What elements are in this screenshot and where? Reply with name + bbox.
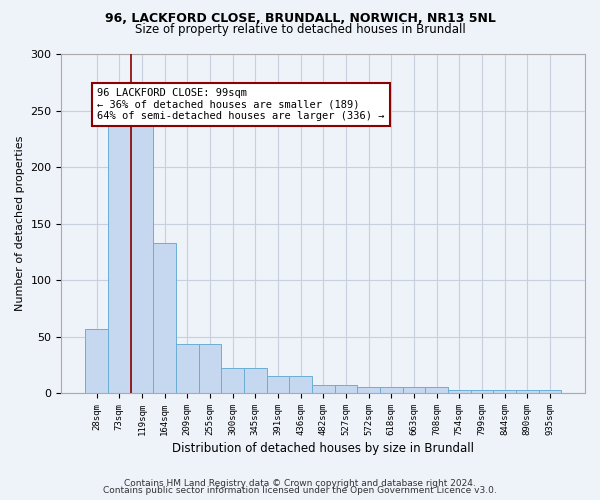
- Text: 96 LACKFORD CLOSE: 99sqm
← 36% of detached houses are smaller (189)
64% of semi-: 96 LACKFORD CLOSE: 99sqm ← 36% of detach…: [97, 88, 385, 121]
- Bar: [312, 385, 335, 393]
- X-axis label: Distribution of detached houses by size in Brundall: Distribution of detached houses by size …: [172, 442, 474, 455]
- Bar: [108, 120, 131, 393]
- Bar: [448, 390, 470, 393]
- Bar: [85, 328, 108, 393]
- Bar: [380, 388, 403, 393]
- Bar: [244, 368, 266, 393]
- Bar: [221, 368, 244, 393]
- Bar: [539, 390, 561, 393]
- Text: Size of property relative to detached houses in Brundall: Size of property relative to detached ho…: [134, 22, 466, 36]
- Text: Contains HM Land Registry data © Crown copyright and database right 2024.: Contains HM Land Registry data © Crown c…: [124, 478, 476, 488]
- Y-axis label: Number of detached properties: Number of detached properties: [15, 136, 25, 311]
- Bar: [335, 385, 357, 393]
- Bar: [131, 120, 153, 393]
- Bar: [357, 388, 380, 393]
- Bar: [403, 388, 425, 393]
- Bar: [176, 344, 199, 393]
- Bar: [425, 388, 448, 393]
- Bar: [493, 390, 516, 393]
- Bar: [199, 344, 221, 393]
- Bar: [516, 390, 539, 393]
- Bar: [153, 243, 176, 393]
- Bar: [470, 390, 493, 393]
- Bar: [266, 376, 289, 393]
- Text: 96, LACKFORD CLOSE, BRUNDALL, NORWICH, NR13 5NL: 96, LACKFORD CLOSE, BRUNDALL, NORWICH, N…: [104, 12, 496, 26]
- Bar: [289, 376, 312, 393]
- Text: Contains public sector information licensed under the Open Government Licence v3: Contains public sector information licen…: [103, 486, 497, 495]
